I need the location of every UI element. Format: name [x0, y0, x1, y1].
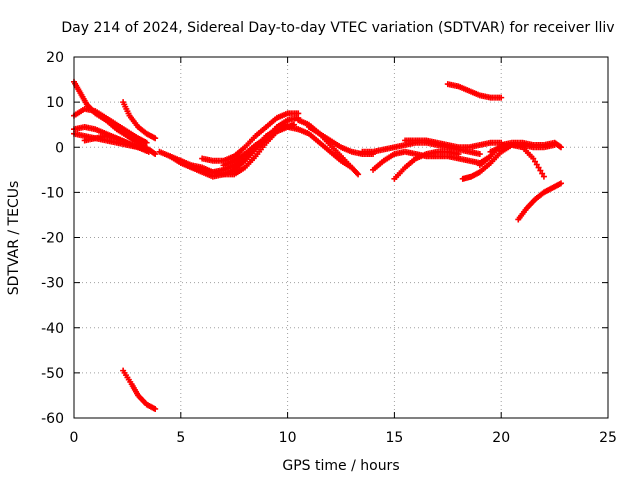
- data-point: [539, 170, 546, 177]
- data-point: [540, 173, 547, 180]
- data-point: [558, 144, 565, 151]
- data-point: [348, 164, 355, 171]
- series-trace-18: [391, 148, 462, 182]
- series-trace-24: [515, 180, 565, 223]
- data-point: [532, 158, 539, 165]
- series-trace-20: [444, 81, 505, 101]
- data-marks: [71, 78, 565, 412]
- y-tick-label: -40: [41, 321, 64, 337]
- series-trace-12: [220, 123, 302, 169]
- series-trace-7: [120, 367, 159, 412]
- x-tick-label: 0: [70, 430, 79, 446]
- series-trace-6: [120, 99, 159, 142]
- data-point: [355, 171, 362, 178]
- tick-labels: 0 5 10 15 20 25 -60 -50 -40 -30 -20 -10 0 10 20: [41, 50, 617, 446]
- data-point: [533, 161, 540, 168]
- data-point: [152, 405, 159, 412]
- y-tick-label: -10: [41, 185, 64, 201]
- y-tick-label: -50: [41, 366, 64, 382]
- data-point: [530, 155, 537, 162]
- x-tick-label: 10: [279, 430, 297, 446]
- data-point: [535, 164, 542, 171]
- data-point: [152, 135, 159, 142]
- x-tick-label: 25: [599, 430, 617, 446]
- x-axis-label: GPS time / hours: [282, 458, 399, 474]
- data-point: [537, 167, 544, 174]
- y-tick-label: -60: [41, 411, 64, 427]
- series-trace-11: [199, 110, 302, 164]
- data-point: [152, 151, 159, 158]
- data-point: [295, 110, 302, 117]
- series-trace-14: [295, 126, 355, 171]
- data-point: [143, 139, 150, 146]
- x-tick-label: 20: [492, 430, 510, 446]
- data-point: [145, 148, 152, 155]
- grid-lines: [74, 57, 608, 418]
- y-tick-label: -30: [41, 276, 64, 292]
- x-tick-label: 5: [176, 430, 185, 446]
- y-tick-label: 20: [46, 50, 64, 66]
- plot-border: [73, 56, 609, 419]
- data-point: [498, 94, 505, 101]
- y-tick-label: -20: [41, 231, 64, 247]
- series-trace-23: [487, 141, 558, 155]
- x-tick-label: 15: [385, 430, 403, 446]
- data-point: [476, 151, 483, 158]
- data-point: [354, 170, 361, 177]
- series-trace-5: [81, 132, 152, 155]
- data-point: [455, 151, 462, 158]
- data-point: [558, 180, 565, 187]
- y-tick-label: 10: [46, 95, 64, 111]
- chart-title: Day 214 of 2024, Sidereal Day-to-day VTE…: [61, 20, 614, 36]
- y-axis-label: SDTVAR / TECUs: [6, 181, 22, 296]
- data-point: [551, 141, 558, 148]
- series-trace-19: [402, 137, 505, 151]
- y-tick-label: 0: [55, 140, 64, 156]
- series-trace-2: [71, 105, 150, 146]
